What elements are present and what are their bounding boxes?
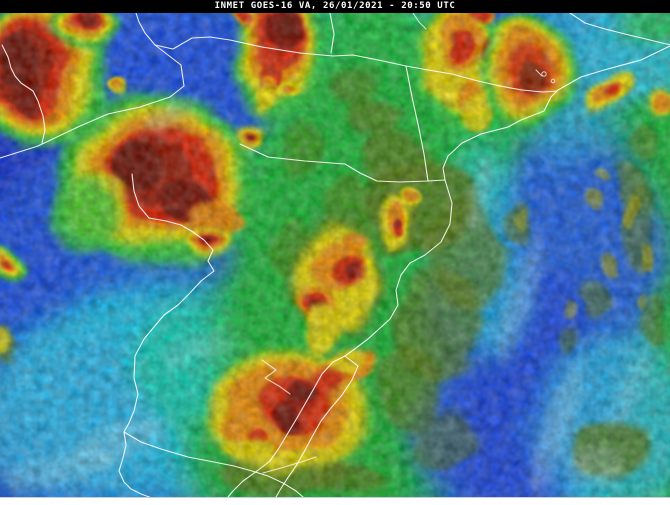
noise-texture bbox=[0, 13, 670, 497]
title-bar: INMET GOES-16 VA, 26/01/2021 - 20:50 UTC bbox=[0, 0, 670, 13]
geo-boundaries bbox=[0, 13, 670, 497]
border-brazil-uruguay bbox=[123, 431, 304, 497]
border-vertical-top bbox=[329, 13, 335, 54]
coastline-barrier bbox=[275, 355, 359, 497]
coastline-northeast bbox=[569, 13, 670, 46]
border-top-segment bbox=[412, 13, 427, 30]
satellite-ir-map bbox=[0, 13, 670, 497]
coastline-main bbox=[227, 45, 670, 497]
border-branch bbox=[154, 36, 301, 54]
coast-island bbox=[541, 71, 547, 77]
border-guaiba bbox=[261, 359, 291, 395]
coast-island bbox=[550, 78, 556, 84]
coast-islands bbox=[535, 69, 543, 77]
border-corner-river bbox=[1, 44, 46, 144]
image-title: INMET GOES-16 VA, 26/01/2021 - 20:50 UTC bbox=[214, 1, 456, 11]
border-lagoon-branch bbox=[262, 456, 317, 474]
border-uruguay-river bbox=[118, 173, 215, 497]
border-state-east bbox=[405, 65, 558, 93]
border-pr-sc bbox=[239, 143, 446, 183]
border-parana-river bbox=[0, 13, 185, 159]
bottom-margin bbox=[0, 497, 670, 505]
